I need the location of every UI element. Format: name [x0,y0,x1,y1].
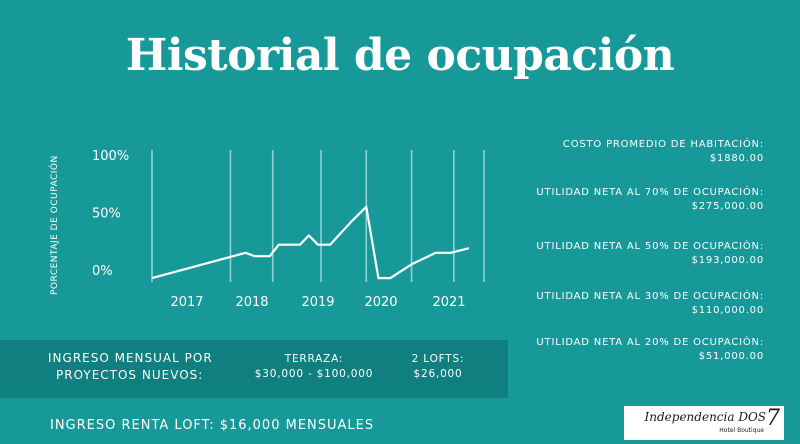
x-tick-label: 2017 [170,295,203,310]
ingreso-label: Ingreso mensual por proyectos nuevos: [48,350,213,384]
stat-utilidad-50: Utilidad neta al 50% de ocupación: $193,… [504,240,764,268]
stat-value: $51,000.00 [698,351,764,362]
logo-name: Independencia DOS [644,410,766,424]
x-tick-label: 2020 [364,295,397,310]
stat-label: Utilidad neta al 70% de ocupación: [536,187,764,198]
logo-number: 7 [766,406,780,431]
stat-utilidad-30: Utilidad neta al 30% de ocupación: $110,… [504,290,764,318]
y-tick-labels: 100% 50% 0% [92,149,129,279]
occupancy-line [151,205,470,280]
footer-ingreso-renta: Ingreso renta loft: $16,000 mensuales [50,418,375,433]
stat-utilidad-20: Utilidad neta al 20% de ocupación: $51,0… [504,336,764,364]
project-terraza: Terraza: $30,000 - $100,000 [252,352,376,382]
stat-value: $1880.00 [709,153,764,164]
project-lofts: 2 Lofts: $26,000 [398,352,478,382]
ingreso-label-line2: proyectos nuevos: [56,368,204,382]
x-tick-label: 2018 [235,295,268,310]
x-tick-label: 2019 [301,295,334,310]
stat-label: Costo promedio de habitación: [562,139,764,150]
logo-subtitle: Hotel Boutique [719,427,764,434]
project-value: $26,000 [413,368,463,380]
project-name: Terraza: [284,353,344,365]
stat-value: $110,000.00 [691,305,764,316]
chart-grid [151,150,485,282]
x-tick-labels: 2017 2018 2019 2020 2021 [170,295,465,310]
y-axis-label: Porcentaje de ocupación [50,155,60,295]
page-title: Historial de ocupación [125,30,675,81]
stat-value: $193,000.00 [691,255,764,266]
project-value: $30,000 - $100,000 [254,368,374,380]
stat-value: $275,000.00 [691,201,764,212]
y-tick-label: 50% [92,207,121,222]
stat-costo-promedio: Costo promedio de habitación: $1880.00 [504,138,764,166]
x-tick-label: 2021 [432,295,465,310]
y-tick-label: 0% [92,264,113,279]
ingreso-label-line1: Ingreso mensual por [48,351,213,365]
stat-label: Utilidad neta al 30% de ocupación: [536,291,764,302]
stat-label: Utilidad neta al 20% de ocupación: [536,337,764,348]
hotel-logo: Independencia DOS 7 Hotel Boutique [624,406,784,440]
stat-label: Utilidad neta al 50% de ocupación: [536,241,764,252]
stat-utilidad-70: Utilidad neta al 70% de ocupación: $275,… [504,186,764,214]
y-tick-label: 100% [92,149,129,164]
project-name: 2 Lofts: [411,353,465,365]
ingreso-band: Ingreso mensual por proyectos nuevos: Te… [0,340,508,398]
